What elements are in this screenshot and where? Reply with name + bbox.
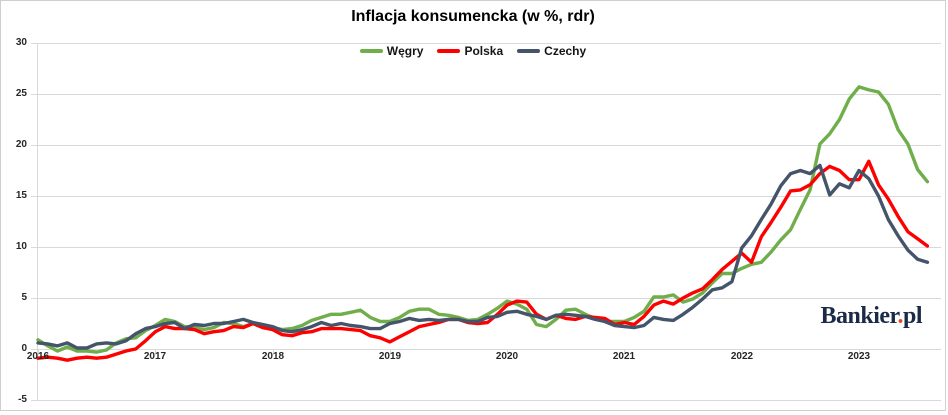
series-line-wegry (36, 85, 930, 354)
x-tick-label: 2019 (378, 351, 402, 362)
x-tick-label: 2022 (730, 351, 754, 362)
legend-item-czechy: Czechy (517, 44, 586, 58)
series-line-polska (36, 159, 930, 362)
legend-item-wegry: Węgry (359, 44, 424, 58)
legend-item-polska: Polska (437, 44, 503, 58)
x-tick-label: 2018 (261, 351, 285, 362)
legend-swatch-icon (437, 49, 461, 53)
y-tick-label: 10 (15, 241, 27, 252)
legend-label: Czechy (544, 44, 587, 58)
y-tick-label: 25 (15, 88, 27, 99)
y-tick-label: 15 (15, 190, 27, 201)
legend: Węgry Polska Czechy (1, 44, 945, 58)
bankier-logo: Bankier.pl (821, 303, 923, 330)
x-tick-label: 2016 (26, 351, 50, 362)
logo-text: Bankier (820, 303, 898, 329)
series-line-czechy (36, 163, 930, 350)
y-tick-label: 20 (15, 139, 27, 150)
logo-tld: pl (902, 303, 923, 329)
legend-swatch-icon (517, 49, 541, 53)
x-tick-label: 2020 (495, 351, 519, 362)
x-tick-label: 2023 (847, 351, 871, 362)
y-tick-label: -5 (18, 394, 27, 405)
legend-label: Węgry (386, 44, 424, 58)
y-tick-label: 5 (21, 292, 27, 303)
y-tick-label: 0 (21, 343, 27, 354)
y-tick-label: 30 (15, 37, 27, 48)
legend-label: Polska (464, 44, 504, 58)
x-tick-label: 2021 (612, 351, 636, 362)
x-tick-label: 2017 (143, 351, 167, 362)
chart-title: Inflacja konsumencka (w %, rdr) (351, 8, 595, 25)
logo-dot-icon: . (897, 303, 903, 329)
legend-swatch-icon (359, 49, 383, 53)
